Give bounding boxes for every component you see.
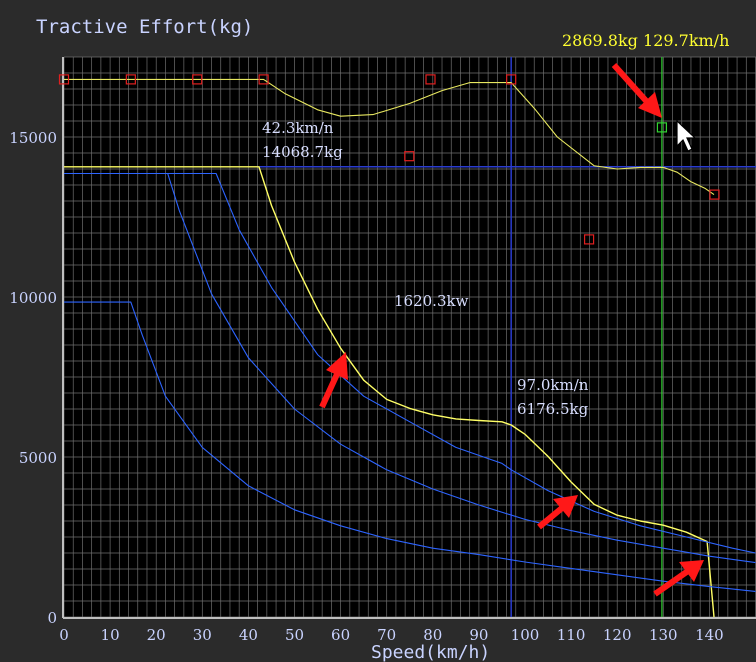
data-point-marker (125, 74, 136, 85)
red-arrow-icon (611, 62, 662, 118)
plot-background (63, 57, 756, 617)
markers-group (58, 74, 720, 245)
data-point-marker (258, 74, 269, 85)
series-line-4 (64, 78, 715, 196)
x-tick-label: 120 (603, 626, 632, 644)
annotations: 42.3km/n 14068.7kg 1620.3kw 97.0km/n 6176.5k… (262, 119, 589, 418)
x-tick-label: 10 (101, 626, 120, 644)
x-tick-label: 130 (649, 626, 678, 644)
annotation-label: 97.0km/n (517, 376, 589, 394)
x-tick-label: 20 (147, 626, 166, 644)
data-point-marker (58, 74, 70, 85)
cursor-readout: 2869.8kg 129.7km/h (562, 31, 729, 50)
y-tick-label: 10000 (9, 289, 57, 307)
red-arrow-icon (537, 495, 578, 530)
axes (62, 57, 756, 619)
y-tick-label: 5000 (19, 449, 57, 467)
grid (63, 56, 756, 618)
cursor-marker (656, 122, 668, 133)
y-tick-label: 0 (47, 609, 57, 627)
x-axis-label: Speed(km/h) (371, 642, 490, 662)
x-tick-label: 50 (285, 626, 304, 644)
series-group (64, 78, 756, 618)
x-tick-label: 0 (59, 626, 69, 644)
x-tick-label: 30 (193, 626, 212, 644)
series-line-3 (64, 301, 756, 592)
tick-labels: 0 10 20 30 40 50 60 70 80 90 100 110 120 130 140 0 5000 1… (9, 129, 723, 644)
red-arrow-icon (653, 560, 704, 597)
x-tick-label: 100 (511, 626, 540, 644)
data-point-marker (709, 189, 720, 200)
data-point-marker (404, 151, 415, 162)
annotation-label: 14068.7kg (262, 143, 343, 161)
annotation-label: 1620.3kw (394, 292, 469, 310)
x-tick-label: 90 (469, 626, 488, 644)
mouse-pointer-icon (676, 119, 697, 152)
series-line-1 (64, 172, 756, 554)
x-tick-label: 70 (377, 626, 396, 644)
series-line-0 (64, 166, 715, 618)
x-tick-label: 60 (331, 626, 350, 644)
reference-lines (259, 57, 756, 617)
data-point-marker (583, 234, 595, 245)
x-tick-label: 40 (239, 626, 258, 644)
annotation-label: 6176.5kg (517, 400, 589, 418)
series-line-2 (64, 172, 756, 564)
x-tick-label: 80 (423, 626, 442, 644)
x-tick-label: 140 (695, 626, 724, 644)
data-point-marker (425, 74, 436, 85)
annotation-label: 42.3km/n (262, 119, 334, 137)
data-point-marker (506, 74, 517, 85)
red-arrow-icon (319, 352, 348, 409)
y-tick-label: 15000 (9, 129, 57, 147)
x-tick-label: 110 (557, 626, 586, 644)
chart-title: Tractive Effort(kg) (36, 16, 253, 38)
data-point-marker (192, 74, 203, 85)
